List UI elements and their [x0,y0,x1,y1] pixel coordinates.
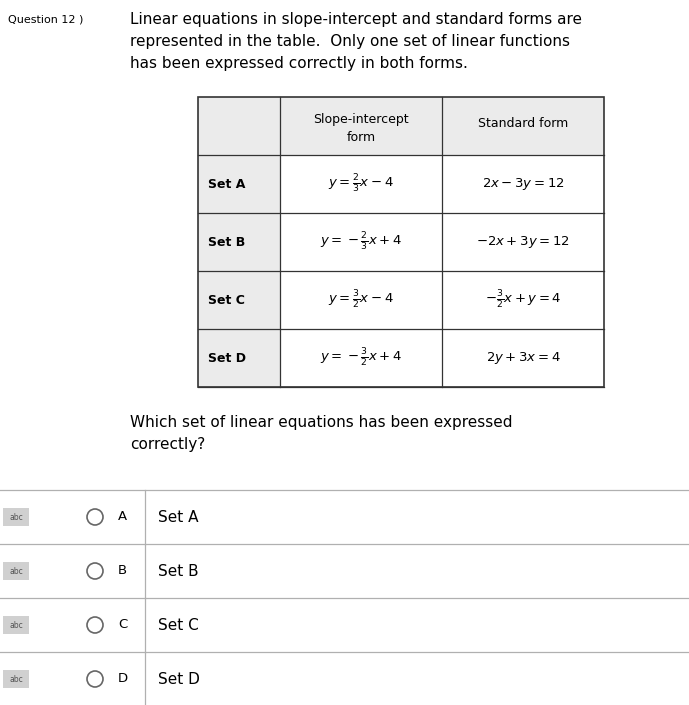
Bar [3,616,29,634]
Text: Set A: Set A [208,178,245,190]
Text: C: C [118,618,127,632]
Text: abc: abc [9,567,23,575]
Text: abc: abc [9,513,23,522]
Text: Linear equations in slope-intercept and standard forms are: Linear equations in slope-intercept and … [130,12,582,27]
Text: B: B [118,565,127,577]
Text: Set B: Set B [208,235,245,248]
Text: $y = -\frac{2}{3}x + 4$: $y = -\frac{2}{3}x + 4$ [320,231,402,253]
Bar [198,155,280,213]
Bar [198,271,280,329]
Text: $-\frac{3}{2}x + y = 4$: $-\frac{3}{2}x + y = 4$ [485,289,562,311]
Text: Set D: Set D [208,352,246,364]
Text: Set C: Set C [208,293,245,307]
Text: A: A [118,510,127,524]
Text: D: D [118,673,128,685]
Text: form: form [347,131,376,144]
Text: Slope-intercept: Slope-intercept [313,113,409,126]
Text: correctly?: correctly? [130,437,205,452]
Bar [3,508,29,526]
Text: Standard form: Standard form [478,117,568,130]
Bar [198,97,604,387]
Text: Set D: Set D [158,671,200,687]
Text: Set A: Set A [158,510,198,525]
Text: $y = \frac{3}{2}x - 4$: $y = \frac{3}{2}x - 4$ [328,289,394,311]
Text: abc: abc [9,675,23,684]
Text: Set C: Set C [158,618,198,632]
Text: $2x - 3y = 12$: $2x - 3y = 12$ [482,176,564,192]
Text: abc: abc [9,620,23,630]
Text: Which set of linear equations has been expressed: Which set of linear equations has been e… [130,415,513,430]
Bar [198,213,280,271]
Text: $2y + 3x = 4$: $2y + 3x = 4$ [486,350,560,366]
Text: represented in the table.  Only one set of linear functions: represented in the table. Only one set o… [130,34,570,49]
Text: has been expressed correctly in both forms.: has been expressed correctly in both for… [130,56,468,71]
Text: $- 2x + 3y = 12$: $- 2x + 3y = 12$ [476,234,570,250]
Text: $y = -\frac{3}{2}x + 4$: $y = -\frac{3}{2}x + 4$ [320,347,402,369]
Text: $y = \frac{2}{3}x - 4$: $y = \frac{2}{3}x - 4$ [328,173,394,195]
Bar [3,670,29,688]
Bar [198,329,280,387]
Text: Question 12 ): Question 12 ) [8,14,83,24]
Bar [3,562,29,580]
Text: Set B: Set B [158,563,198,579]
Bar [198,97,604,155]
